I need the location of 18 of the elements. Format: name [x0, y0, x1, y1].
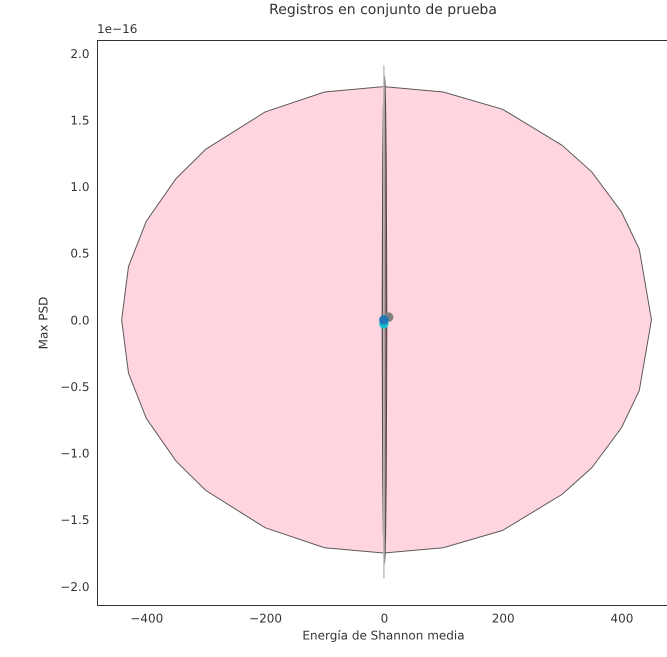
y-tick-label: −0.5 — [60, 380, 90, 394]
y-tick-label: 1.0 — [70, 180, 90, 194]
y-tick-label: 0.5 — [70, 246, 90, 261]
y-axis-title: Max PSD — [36, 296, 50, 350]
y-tick-label: −1.0 — [60, 446, 90, 461]
x-tick-label: 400 — [610, 612, 634, 626]
x-tick-label: −400 — [130, 612, 164, 626]
y-tick-label: 2.0 — [70, 46, 90, 61]
y-tick-label: −2.0 — [60, 580, 90, 594]
x-tick-label: 0 — [380, 612, 388, 626]
x-axis-title: Energía de Shannon media — [302, 628, 465, 642]
chart-title: Registros en conjunto de prueba — [269, 2, 497, 18]
text: 1e−16 — [97, 22, 138, 36]
x-tick-label: −200 — [249, 612, 282, 626]
y-tick-label: 0.0 — [70, 313, 90, 328]
y-tick-label: −1.5 — [60, 513, 90, 528]
x-tick-label: 200 — [492, 612, 515, 626]
y-tick-label: 1.5 — [70, 113, 90, 128]
